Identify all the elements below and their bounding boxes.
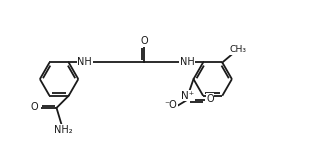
Text: NH: NH	[77, 58, 92, 67]
Text: O: O	[206, 94, 214, 104]
Text: ⁻O: ⁻O	[165, 100, 177, 110]
Text: NH₂: NH₂	[54, 125, 72, 135]
Text: O: O	[31, 102, 38, 112]
Text: CH₃: CH₃	[229, 45, 246, 54]
Text: N⁺: N⁺	[181, 91, 194, 101]
Text: O: O	[140, 36, 148, 46]
Text: NH: NH	[180, 58, 194, 67]
